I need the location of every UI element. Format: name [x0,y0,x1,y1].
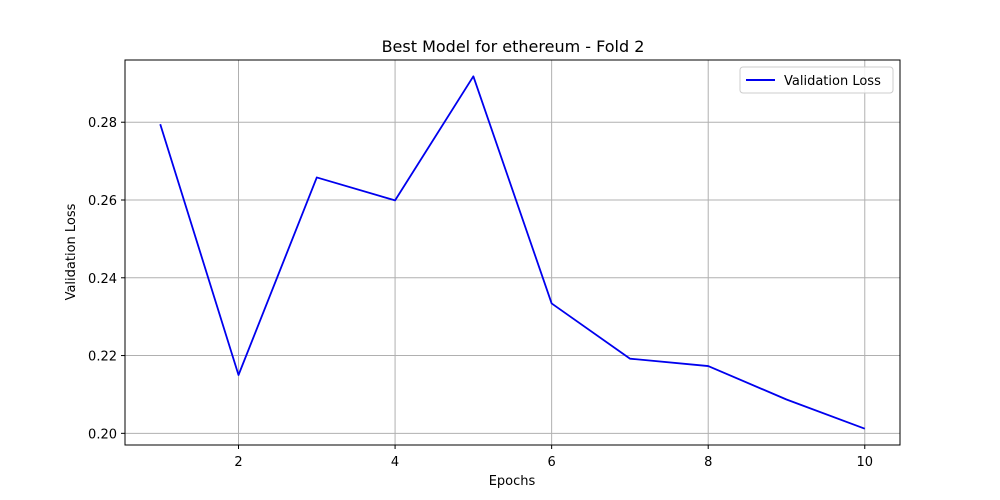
y-tick-label: 0.28 [88,116,117,131]
x-tick-label: 8 [704,455,712,470]
x-tick-label: 2 [234,455,242,470]
x-tick-label: 4 [391,455,399,470]
x-tick-label: 6 [548,455,556,470]
y-axis-label: Validation Loss [64,203,79,300]
y-tick-label: 0.22 [88,350,117,365]
x-tick-label: 10 [856,455,873,470]
y-tick-label: 0.24 [88,272,117,287]
legend-label: Validation Loss [784,74,881,89]
chart-title: Best Model for ethereum - Fold 2 [382,37,645,56]
legend: Validation Loss [739,66,894,94]
plot-area [125,60,900,445]
series-layer [159,75,866,430]
y-tick-label: 0.20 [88,427,117,442]
grid-lines [125,60,900,445]
series-line [159,75,866,430]
legend-box [739,66,894,94]
x-axis-label: Epochs [489,474,536,489]
y-tick-label: 0.26 [88,194,117,209]
plot-frame [124,59,901,446]
axis-ticks: 2 4 6 8 10 0.20 0.22 0.24 0.26 0.28 [88,116,873,470]
